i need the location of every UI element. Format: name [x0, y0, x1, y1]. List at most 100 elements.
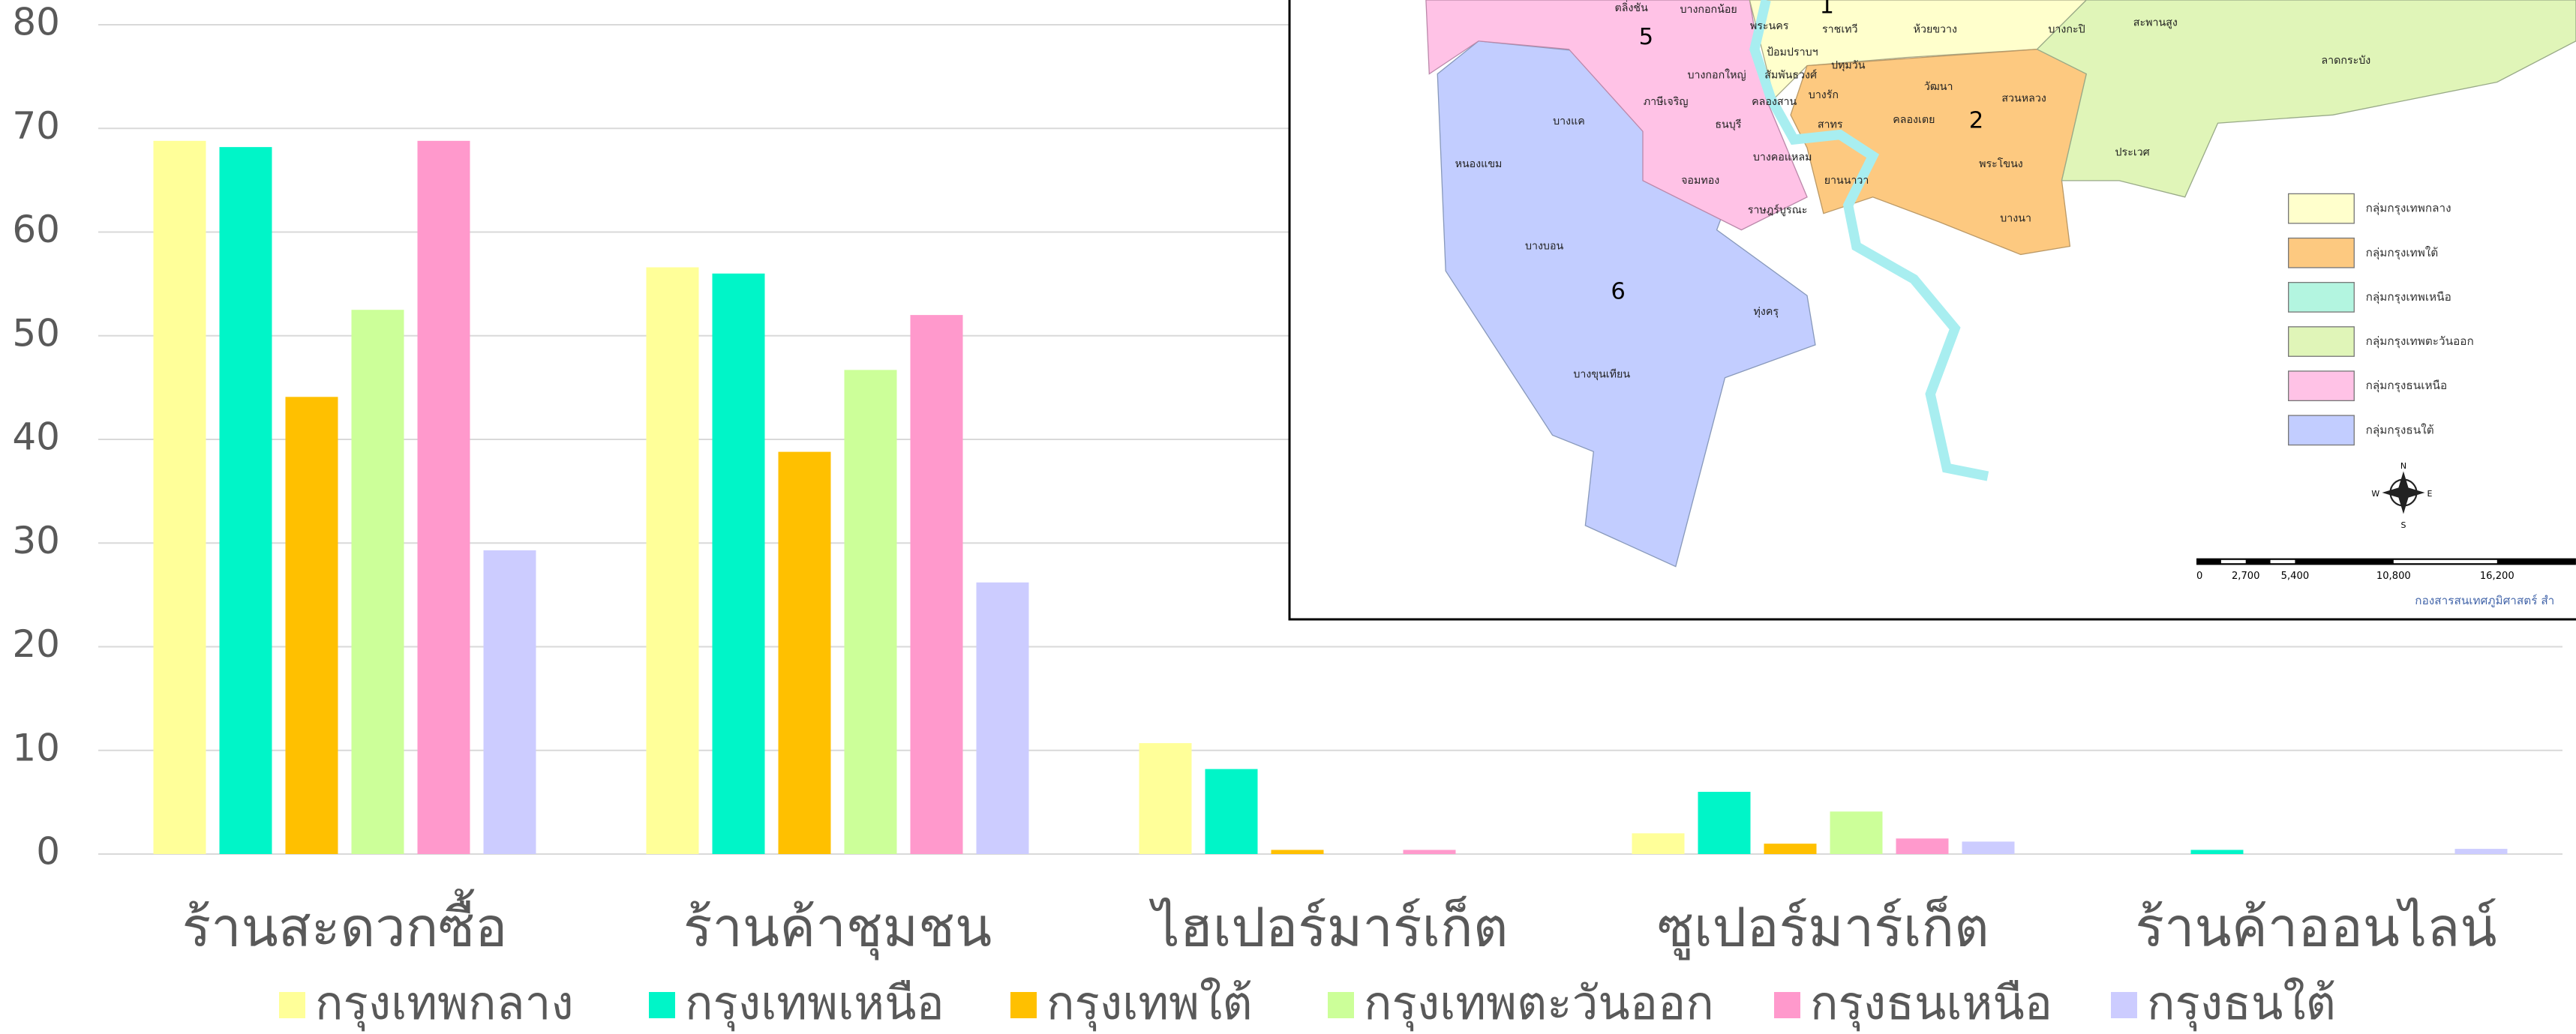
map-legend-swatch: [2288, 326, 2355, 357]
x-tick-label: ร้านค้าชุมชน: [683, 896, 992, 961]
bar: [2454, 849, 2508, 854]
district-label: สวนหลวง: [2001, 92, 2046, 104]
legend-label: กรุงเทพกลาง: [315, 976, 574, 1031]
y-tick-label: 40: [12, 415, 60, 459]
map-legend-swatch: [2288, 237, 2355, 268]
district-label: บางนา: [2000, 212, 2031, 224]
legend-swatch: [1774, 992, 1800, 1018]
y-tick-label: 50: [12, 311, 60, 355]
bar: [1698, 792, 1751, 854]
district-label: ป้อมปราบฯ: [1767, 46, 1818, 58]
map-legend-label: กลุ่มกรุงเทพกลาง: [2366, 202, 2451, 216]
district-label: ห้วยขวาง: [1914, 23, 1957, 35]
x-tick-label: ไฮเปอร์มาร์เก็ต: [1149, 896, 1509, 959]
compass-label: S: [2400, 520, 2406, 530]
scale-label: 16,200: [2480, 571, 2514, 582]
bar: [1205, 769, 1258, 854]
y-tick-label: 80: [12, 1, 60, 44]
bar: [646, 267, 699, 854]
district-label: บางกอกน้อย: [1680, 4, 1737, 16]
scale-label: 5,400: [2281, 571, 2310, 582]
bar: [1896, 838, 1949, 854]
group-number: 5: [1639, 24, 1654, 50]
legend-label: กรุงธนใต้: [2147, 976, 2336, 1031]
scale-bar: [2196, 558, 2576, 565]
district-label: คลองสาน: [1752, 96, 1797, 108]
group-number: 1: [1820, 0, 1835, 19]
district-label: คลองเตย: [1893, 114, 1935, 126]
district-label: สาทร: [1818, 118, 1843, 130]
bar: [285, 397, 338, 854]
x-tick-label: ร้านสะดวกซื้อ: [182, 889, 508, 959]
y-tick-label: 10: [12, 726, 60, 769]
district-label: ภาษีเจริญ: [1644, 96, 1689, 108]
bar: [1962, 841, 2015, 854]
bar: [483, 550, 536, 854]
bar: [976, 582, 1029, 854]
bar: [1830, 811, 1883, 854]
map-credit: กองสารสนเทศภูมิศาสตร์ สำ: [2415, 594, 2554, 608]
district-label: บางแค: [1553, 115, 1585, 127]
district-label: ธนบุรี: [1715, 118, 1741, 130]
map-legend-swatch: [2288, 282, 2355, 313]
x-tick-label: ร้านค้าออนไลน์: [2135, 896, 2496, 959]
district-label: ลาดกระบัง: [2321, 55, 2370, 67]
scale-label: 10,800: [2376, 571, 2411, 582]
group-number: 6: [1611, 278, 1626, 304]
district-label: พระนคร: [1750, 20, 1789, 32]
y-tick-label: 60: [12, 208, 60, 251]
compass-label: N: [2400, 461, 2406, 471]
legend-swatch: [649, 992, 675, 1018]
district-label: พระโขนง: [1979, 157, 2023, 170]
compass-label: E: [2427, 489, 2433, 499]
district-label: ตลิ่งชัน: [1615, 0, 1649, 14]
y-tick-label: 70: [12, 104, 60, 148]
bar: [153, 140, 206, 855]
district-label: ราษฎร์บูรณะ: [1748, 203, 1808, 216]
district-label: หนองแขม: [1455, 158, 1503, 170]
map-legend-label: กลุ่มกรุงเทพตะวันออก: [2366, 334, 2474, 349]
map-legend-label: กลุ่มกรุงธนเหนือ: [2366, 379, 2448, 393]
district-label: ปทุมวัน: [1831, 60, 1866, 72]
bar: [351, 310, 404, 854]
district-label: บางรัก: [1809, 89, 1839, 101]
district-label: วัฒนา: [1924, 81, 1953, 93]
y-tick-label: 30: [12, 519, 60, 562]
river: [1749, 0, 1989, 481]
legend-swatch: [2111, 992, 2137, 1018]
legend-label: กรุงเทพตะวันออก: [1364, 976, 1714, 1031]
district-label: ประเวศ: [2115, 147, 2150, 159]
legend-swatch: [1328, 992, 1354, 1018]
compass: [2382, 471, 2425, 514]
bar: [1403, 850, 1456, 854]
bar: [778, 451, 831, 854]
district-label: จอมทอง: [1681, 175, 1719, 187]
legend-label: กรุงเทพใต้: [1046, 976, 1253, 1031]
bar: [1139, 743, 1192, 854]
y-tick-label: 0: [36, 830, 60, 874]
bar: [1764, 844, 1817, 854]
scale-label: 2,700: [2232, 571, 2260, 582]
bar: [417, 140, 470, 855]
legend-swatch: [279, 992, 305, 1018]
bar: [910, 315, 963, 855]
map-legend-label: กลุ่มกรุงเทพเหนือ: [2366, 290, 2451, 304]
x-tick-label: ซูเปอร์มาร์เก็ต: [1657, 896, 1989, 961]
map-legend-label: กลุ่มกรุงเทพใต้: [2366, 246, 2439, 260]
bar: [2190, 850, 2244, 854]
bar: [844, 370, 897, 854]
compass-label: W: [2371, 489, 2379, 499]
bar: [712, 273, 765, 854]
district-label: สะพานสูง: [2133, 17, 2178, 29]
district-label: บางคอแหลม: [1753, 151, 1812, 163]
y-tick-label: 20: [12, 622, 60, 666]
map-legend-label: กลุ่มกรุงธนใต้: [2366, 423, 2434, 437]
district-label: บางบอน: [1525, 241, 1564, 253]
scale-label: 0: [2196, 571, 2202, 582]
map-legend-swatch: [2288, 415, 2355, 446]
bar: [219, 147, 272, 854]
map-legend-swatch: [2288, 193, 2355, 224]
